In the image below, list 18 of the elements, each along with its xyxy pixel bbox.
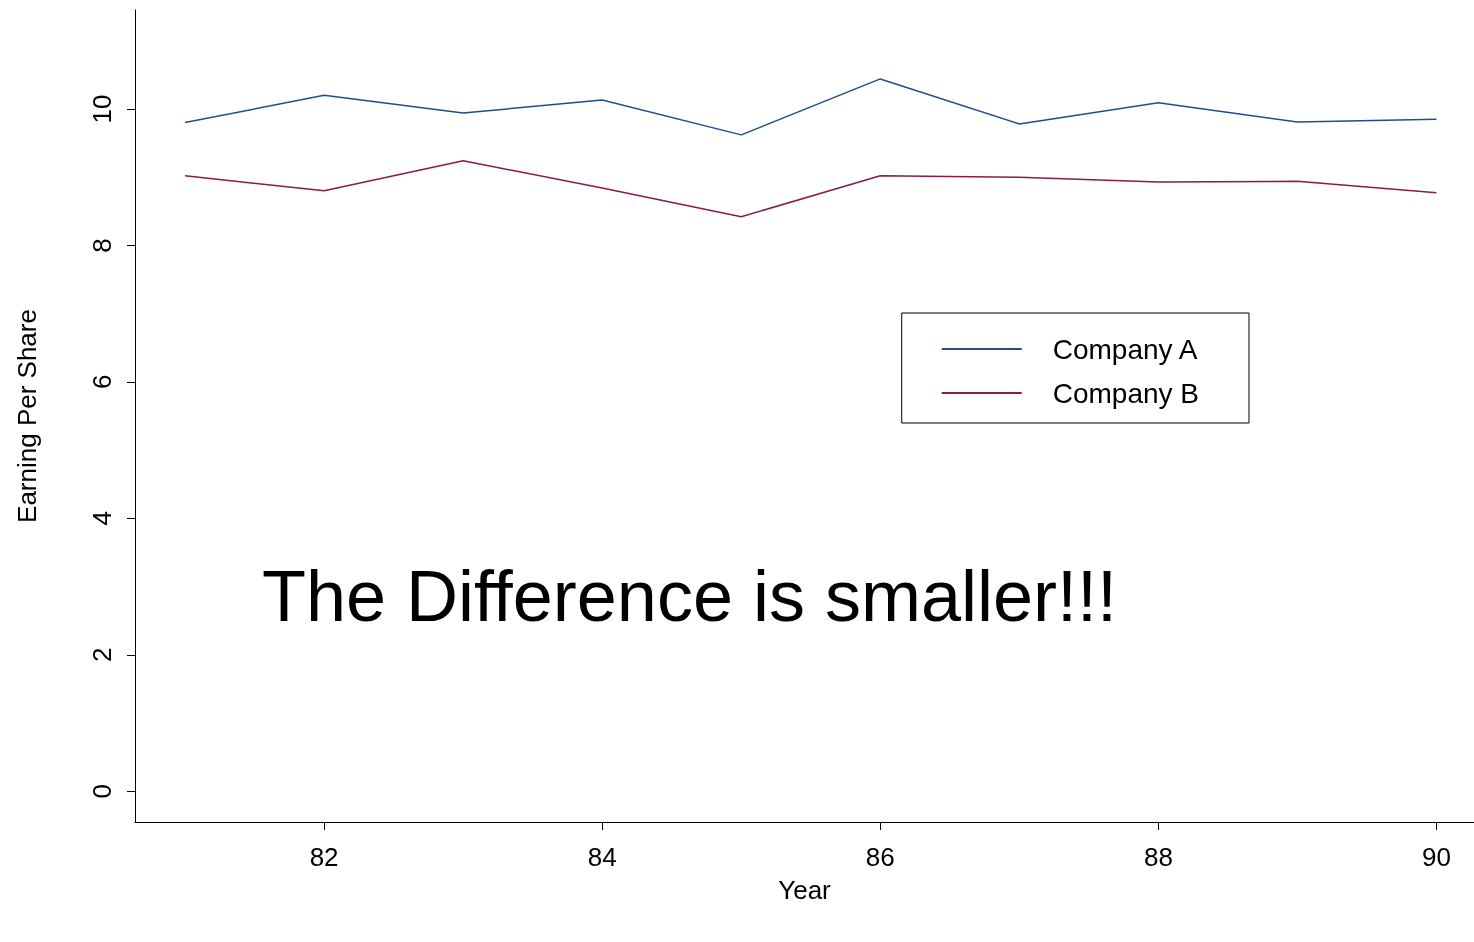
legend-label: Company B [1052, 377, 1200, 409]
line-series [184, 78, 1438, 136]
x-tick-label: 82 [309, 842, 339, 872]
y-tick-label: 6 [87, 374, 117, 390]
annotation: The Difference is smaller!!! [262, 556, 1117, 636]
line-series [184, 160, 1438, 218]
x-tick-label: 86 [865, 842, 895, 872]
x-tick-label: 90 [1422, 842, 1451, 872]
y-tick-label: 4 [87, 511, 117, 526]
y-tick-label: 10 [87, 94, 117, 124]
y-tick-label: 0 [87, 784, 117, 799]
legend-label: Company A [1052, 333, 1198, 365]
x-tick-label: 88 [1143, 842, 1173, 872]
y-tick-label: 2 [87, 647, 117, 663]
y-axis-title: Earning Per Share [12, 309, 42, 523]
y-tick-label: 8 [87, 238, 117, 253]
x-axis-title: Year [778, 875, 832, 905]
x-tick-label: 84 [587, 842, 617, 872]
